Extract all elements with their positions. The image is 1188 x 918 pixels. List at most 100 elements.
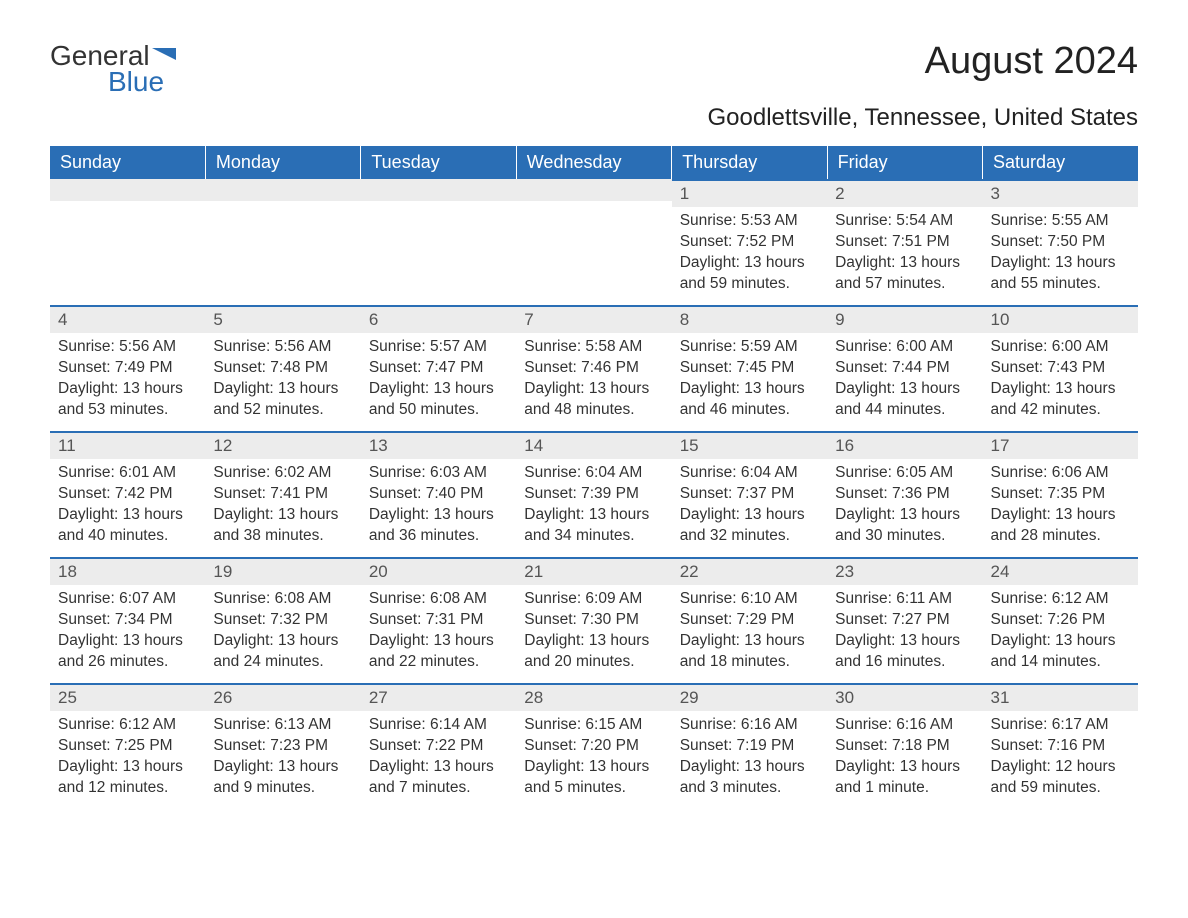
sunrise-text: Sunrise: 6:06 AM [991,463,1130,484]
daylight-text: Daylight: 13 hours and 40 minutes. [58,505,197,547]
day-details: Sunrise: 6:04 AMSunset: 7:39 PMDaylight:… [516,459,671,553]
sunrise-text: Sunrise: 6:11 AM [835,589,974,610]
calendar-cell: 15Sunrise: 6:04 AMSunset: 7:37 PMDayligh… [672,431,827,557]
sunset-text: Sunset: 7:20 PM [524,736,663,757]
day-number: 17 [983,431,1138,459]
day-number: 23 [827,557,982,585]
calendar-cell: 29Sunrise: 6:16 AMSunset: 7:19 PMDayligh… [672,683,827,809]
sunrise-text: Sunrise: 6:13 AM [213,715,352,736]
calendar-cell [205,179,360,305]
day-number: 20 [361,557,516,585]
sunrise-text: Sunrise: 5:53 AM [680,211,819,232]
calendar-cell [516,179,671,305]
sunset-text: Sunset: 7:43 PM [991,358,1130,379]
sunset-text: Sunset: 7:51 PM [835,232,974,253]
sunrise-text: Sunrise: 6:08 AM [369,589,508,610]
daylight-text: Daylight: 13 hours and 5 minutes. [524,757,663,799]
sunset-text: Sunset: 7:41 PM [213,484,352,505]
sunset-text: Sunset: 7:45 PM [680,358,819,379]
day-details: Sunrise: 6:11 AMSunset: 7:27 PMDaylight:… [827,585,982,679]
day-details: Sunrise: 6:07 AMSunset: 7:34 PMDaylight:… [50,585,205,679]
day-details: Sunrise: 5:56 AMSunset: 7:48 PMDaylight:… [205,333,360,427]
day-header: Friday [827,146,982,179]
day-details: Sunrise: 6:10 AMSunset: 7:29 PMDaylight:… [672,585,827,679]
sunset-text: Sunset: 7:30 PM [524,610,663,631]
calendar-cell: 11Sunrise: 6:01 AMSunset: 7:42 PMDayligh… [50,431,205,557]
calendar-week: 25Sunrise: 6:12 AMSunset: 7:25 PMDayligh… [50,683,1138,809]
sunset-text: Sunset: 7:34 PM [58,610,197,631]
daylight-text: Daylight: 13 hours and 32 minutes. [680,505,819,547]
day-details: Sunrise: 6:12 AMSunset: 7:25 PMDaylight:… [50,711,205,805]
day-details: Sunrise: 5:57 AMSunset: 7:47 PMDaylight:… [361,333,516,427]
day-details: Sunrise: 6:00 AMSunset: 7:44 PMDaylight:… [827,333,982,427]
sunset-text: Sunset: 7:39 PM [524,484,663,505]
calendar-cell: 30Sunrise: 6:16 AMSunset: 7:18 PMDayligh… [827,683,982,809]
day-details: Sunrise: 6:08 AMSunset: 7:31 PMDaylight:… [361,585,516,679]
calendar-cell: 5Sunrise: 5:56 AMSunset: 7:48 PMDaylight… [205,305,360,431]
sunrise-text: Sunrise: 6:02 AM [213,463,352,484]
day-details: Sunrise: 6:13 AMSunset: 7:23 PMDaylight:… [205,711,360,805]
day-number: 8 [672,305,827,333]
day-details: Sunrise: 6:16 AMSunset: 7:18 PMDaylight:… [827,711,982,805]
calendar-cell: 14Sunrise: 6:04 AMSunset: 7:39 PMDayligh… [516,431,671,557]
day-details: Sunrise: 5:58 AMSunset: 7:46 PMDaylight:… [516,333,671,427]
calendar-cell: 8Sunrise: 5:59 AMSunset: 7:45 PMDaylight… [672,305,827,431]
day-details: Sunrise: 6:16 AMSunset: 7:19 PMDaylight:… [672,711,827,805]
day-number: 3 [983,179,1138,207]
sunset-text: Sunset: 7:35 PM [991,484,1130,505]
day-number: 25 [50,683,205,711]
sunset-text: Sunset: 7:23 PM [213,736,352,757]
day-number: 16 [827,431,982,459]
empty-day-header [50,179,205,201]
day-number: 6 [361,305,516,333]
calendar-cell: 23Sunrise: 6:11 AMSunset: 7:27 PMDayligh… [827,557,982,683]
sunrise-text: Sunrise: 5:55 AM [991,211,1130,232]
day-number: 26 [205,683,360,711]
sunset-text: Sunset: 7:52 PM [680,232,819,253]
sunrise-text: Sunrise: 6:17 AM [991,715,1130,736]
day-header: Tuesday [361,146,516,179]
calendar-cell: 3Sunrise: 5:55 AMSunset: 7:50 PMDaylight… [983,179,1138,305]
empty-day-header [205,179,360,201]
day-number: 9 [827,305,982,333]
day-details: Sunrise: 5:56 AMSunset: 7:49 PMDaylight:… [50,333,205,427]
day-details: Sunrise: 6:09 AMSunset: 7:30 PMDaylight:… [516,585,671,679]
day-number: 1 [672,179,827,207]
header: General Blue August 2024 [50,40,1138,98]
sunset-text: Sunset: 7:49 PM [58,358,197,379]
calendar-cell: 1 Sunrise: 5:53 AMSunset: 7:52 PMDaylight… [672,179,827,305]
daylight-text: Daylight: 13 hours and 28 minutes. [991,505,1130,547]
calendar-cell: 2Sunrise: 5:54 AMSunset: 7:51 PMDaylight… [827,179,982,305]
day-number: 12 [205,431,360,459]
daylight-text: Daylight: 13 hours and 59 minutes. [680,253,819,295]
sunset-text: Sunset: 7:31 PM [369,610,508,631]
calendar-cell: 16Sunrise: 6:05 AMSunset: 7:36 PMDayligh… [827,431,982,557]
sunrise-text: Sunrise: 6:08 AM [213,589,352,610]
day-details: Sunrise: 6:17 AMSunset: 7:16 PMDaylight:… [983,711,1138,805]
logo: General Blue [50,40,176,98]
sunset-text: Sunset: 7:18 PM [835,736,974,757]
sunrise-text: Sunrise: 6:03 AM [369,463,508,484]
calendar-cell: 27Sunrise: 6:14 AMSunset: 7:22 PMDayligh… [361,683,516,809]
sunrise-text: Sunrise: 6:14 AM [369,715,508,736]
calendar-cell: 20Sunrise: 6:08 AMSunset: 7:31 PMDayligh… [361,557,516,683]
day-number: 14 [516,431,671,459]
sunrise-text: Sunrise: 6:12 AM [58,715,197,736]
daylight-text: Daylight: 13 hours and 7 minutes. [369,757,508,799]
calendar-week: 4Sunrise: 5:56 AMSunset: 7:49 PMDaylight… [50,305,1138,431]
sunrise-text: Sunrise: 6:09 AM [524,589,663,610]
day-header: Monday [205,146,360,179]
sunrise-text: Sunrise: 5:57 AM [369,337,508,358]
daylight-text: Daylight: 13 hours and 38 minutes. [213,505,352,547]
day-number: 2 [827,179,982,207]
calendar-cell: 28Sunrise: 6:15 AMSunset: 7:20 PMDayligh… [516,683,671,809]
sunrise-text: Sunrise: 5:58 AM [524,337,663,358]
empty-day-header [516,179,671,201]
sunrise-text: Sunrise: 6:10 AM [680,589,819,610]
daylight-text: Daylight: 12 hours and 59 minutes. [991,757,1130,799]
calendar-week: 11Sunrise: 6:01 AMSunset: 7:42 PMDayligh… [50,431,1138,557]
daylight-text: Daylight: 13 hours and 42 minutes. [991,379,1130,421]
daylight-text: Daylight: 13 hours and 1 minute. [835,757,974,799]
daylight-text: Daylight: 13 hours and 53 minutes. [58,379,197,421]
calendar-cell [361,179,516,305]
